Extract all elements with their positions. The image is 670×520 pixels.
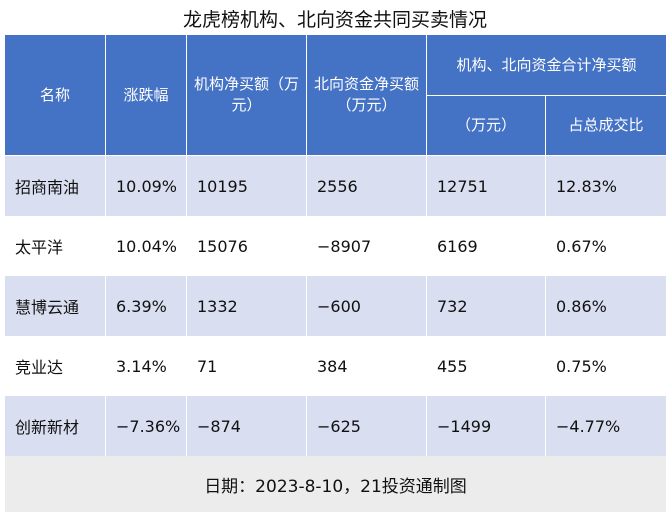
cell-north-net: −8907 xyxy=(306,216,427,276)
cell-share: −4.77% xyxy=(544,396,668,456)
cell-share: 12.83% xyxy=(544,155,668,216)
cell-combined: 455 xyxy=(426,336,546,396)
cell-combined: 12751 xyxy=(426,155,546,216)
cell-combined: 6169 xyxy=(426,216,546,276)
table-row: 太平洋 10.04% 15076 −8907 6169 0.67% xyxy=(4,216,668,276)
cell-inst-net: −874 xyxy=(186,396,307,456)
header-change: 涨跌幅 xyxy=(105,34,187,156)
cell-north-net: −600 xyxy=(306,276,427,336)
cell-combined: −1499 xyxy=(426,396,546,456)
table-title: 龙虎榜机构、北向资金共同买卖情况 xyxy=(182,9,487,31)
header-north-net: 北向资金净买额（万元） xyxy=(306,34,427,156)
cell-change: 10.09% xyxy=(105,155,187,216)
cell-combined: 732 xyxy=(426,276,546,336)
cell-north-net: −625 xyxy=(306,396,427,456)
cell-change: −7.36% xyxy=(105,396,187,456)
cell-share: 0.67% xyxy=(544,216,668,276)
cell-share: 0.86% xyxy=(544,276,668,336)
cell-inst-net: 1332 xyxy=(186,276,307,336)
table-row: 竞业达 3.14% 71 384 455 0.75% xyxy=(4,336,668,396)
cell-name: 竞业达 xyxy=(4,336,106,396)
footer-row: 日期：2023-8-10，21投资通制图 xyxy=(3,456,668,512)
cell-name: 招商南油 xyxy=(4,155,106,216)
cell-name: 创新新材 xyxy=(4,396,106,456)
header-combined-amount: （万元） xyxy=(426,95,546,156)
header-turnover-share: 占总成交比 xyxy=(544,95,668,156)
cell-change: 6.39% xyxy=(105,276,187,336)
table-row: 慧博云通 6.39% 1332 −600 732 0.86% xyxy=(4,276,668,336)
cell-change: 3.14% xyxy=(105,336,187,396)
header-name: 名称 xyxy=(4,34,106,156)
data-table: 名称 涨跌幅 机构净买额（万元） 北向资金净买额（万元） 机构、北向资金合计净买… xyxy=(3,34,668,512)
table-row: 创新新材 −7.36% −874 −625 −1499 −4.77% xyxy=(4,396,668,456)
header-combined-group: 机构、北向资金合计净买额 xyxy=(425,34,668,96)
cell-share: 0.75% xyxy=(544,336,668,396)
table-row: 招商南油 10.09% 10195 2556 12751 12.83% xyxy=(4,155,668,216)
cell-name: 慧博云通 xyxy=(4,276,106,336)
cell-inst-net: 71 xyxy=(186,336,307,396)
cell-inst-net: 10195 xyxy=(186,155,307,216)
header-inst-net: 机构净买额（万元） xyxy=(186,34,307,156)
footer-note: 日期：2023-8-10，21投资通制图 xyxy=(3,456,668,512)
cell-change: 10.04% xyxy=(105,216,187,276)
cell-north-net: 384 xyxy=(306,336,427,396)
cell-inst-net: 15076 xyxy=(186,216,307,276)
cell-name: 太平洋 xyxy=(4,216,106,276)
cell-north-net: 2556 xyxy=(306,155,427,216)
